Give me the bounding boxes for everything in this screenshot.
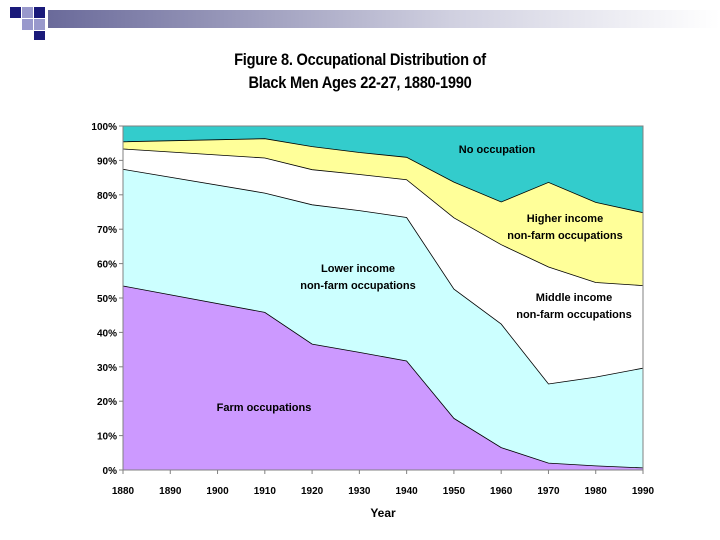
y-tick-label: 10%	[97, 432, 117, 443]
x-tick-label: 1880	[112, 486, 135, 497]
series-label-middle: non-farm occupations	[516, 309, 632, 321]
boundary-line-higher	[122, 138, 644, 214]
series-label-higher: Higher income	[527, 213, 603, 225]
y-tick-label: 100%	[91, 122, 117, 133]
area-higher	[123, 138, 643, 286]
y-tick-label: 90%	[97, 156, 117, 167]
deco-square-navy-3	[34, 31, 45, 40]
y-axis: 0% 10% 20% 30% 40% 50% 60% 70% 80% 90% 100%	[91, 122, 123, 477]
area-middle	[123, 149, 643, 384]
boundary-line-farm	[122, 285, 644, 469]
series-labels: Farm occupations Lower income non-farm occ…	[217, 144, 632, 414]
series-label-higher: non-farm occupations	[507, 230, 623, 242]
deco-square-navy-1	[10, 7, 21, 18]
x-tick-label: 1920	[301, 486, 324, 497]
deco-square-lavender-3	[34, 19, 45, 30]
x-tick-label: 1970	[537, 486, 560, 497]
chart-title: Figure 8. Occupational Distribution of B…	[0, 48, 720, 94]
deco-square-lavender-2	[22, 19, 33, 30]
y-tick-label: 70%	[97, 225, 117, 236]
series-label-none: No occupation	[459, 144, 536, 156]
y-tick-label: 20%	[97, 397, 117, 408]
x-tick-label: 1990	[632, 486, 655, 497]
y-tick-label: 0%	[103, 466, 118, 477]
y-tick-label: 50%	[97, 294, 117, 305]
area-none	[123, 126, 643, 213]
x-axis: 1880 1890 1900 1910 1920 1930 1940 1950 1960 1970…	[112, 470, 655, 497]
series-label-middle: Middle income	[536, 292, 612, 304]
x-tick-label: 1890	[159, 486, 182, 497]
y-tick-label: 40%	[97, 328, 117, 339]
x-axis-title: Year	[370, 506, 396, 520]
area-farm	[123, 286, 643, 470]
boundary-line-middle	[122, 148, 644, 286]
x-tick-label: 1930	[348, 486, 371, 497]
deco-gradient-bar	[48, 10, 720, 28]
deco-square-lavender-1	[22, 7, 33, 18]
slide-decoration	[0, 0, 720, 40]
x-tick-label: 1940	[396, 486, 419, 497]
area-lower	[123, 169, 643, 468]
chart-title-line2: Black Men Ages 22-27, 1880-1990	[248, 73, 472, 92]
boundary-line-lower	[122, 168, 644, 385]
deco-square-navy-2	[34, 7, 45, 18]
y-tick-label: 80%	[97, 191, 117, 202]
x-tick-label: 1900	[206, 486, 229, 497]
x-tick-label: 1960	[490, 486, 513, 497]
y-tick-label: 60%	[97, 260, 117, 271]
x-tick-label: 1980	[585, 486, 608, 497]
area-layers	[123, 126, 643, 470]
y-tick-label: 30%	[97, 363, 117, 374]
series-label-lower: Lower income	[321, 263, 395, 275]
series-boundary-lines	[122, 138, 644, 469]
series-label-farm: Farm occupations	[217, 402, 312, 414]
series-label-lower: non-farm occupations	[300, 280, 416, 292]
x-tick-label: 1950	[443, 486, 466, 497]
chart-title-line1: Figure 8. Occupational Distribution of	[234, 50, 486, 69]
x-tick-label: 1910	[254, 486, 277, 497]
